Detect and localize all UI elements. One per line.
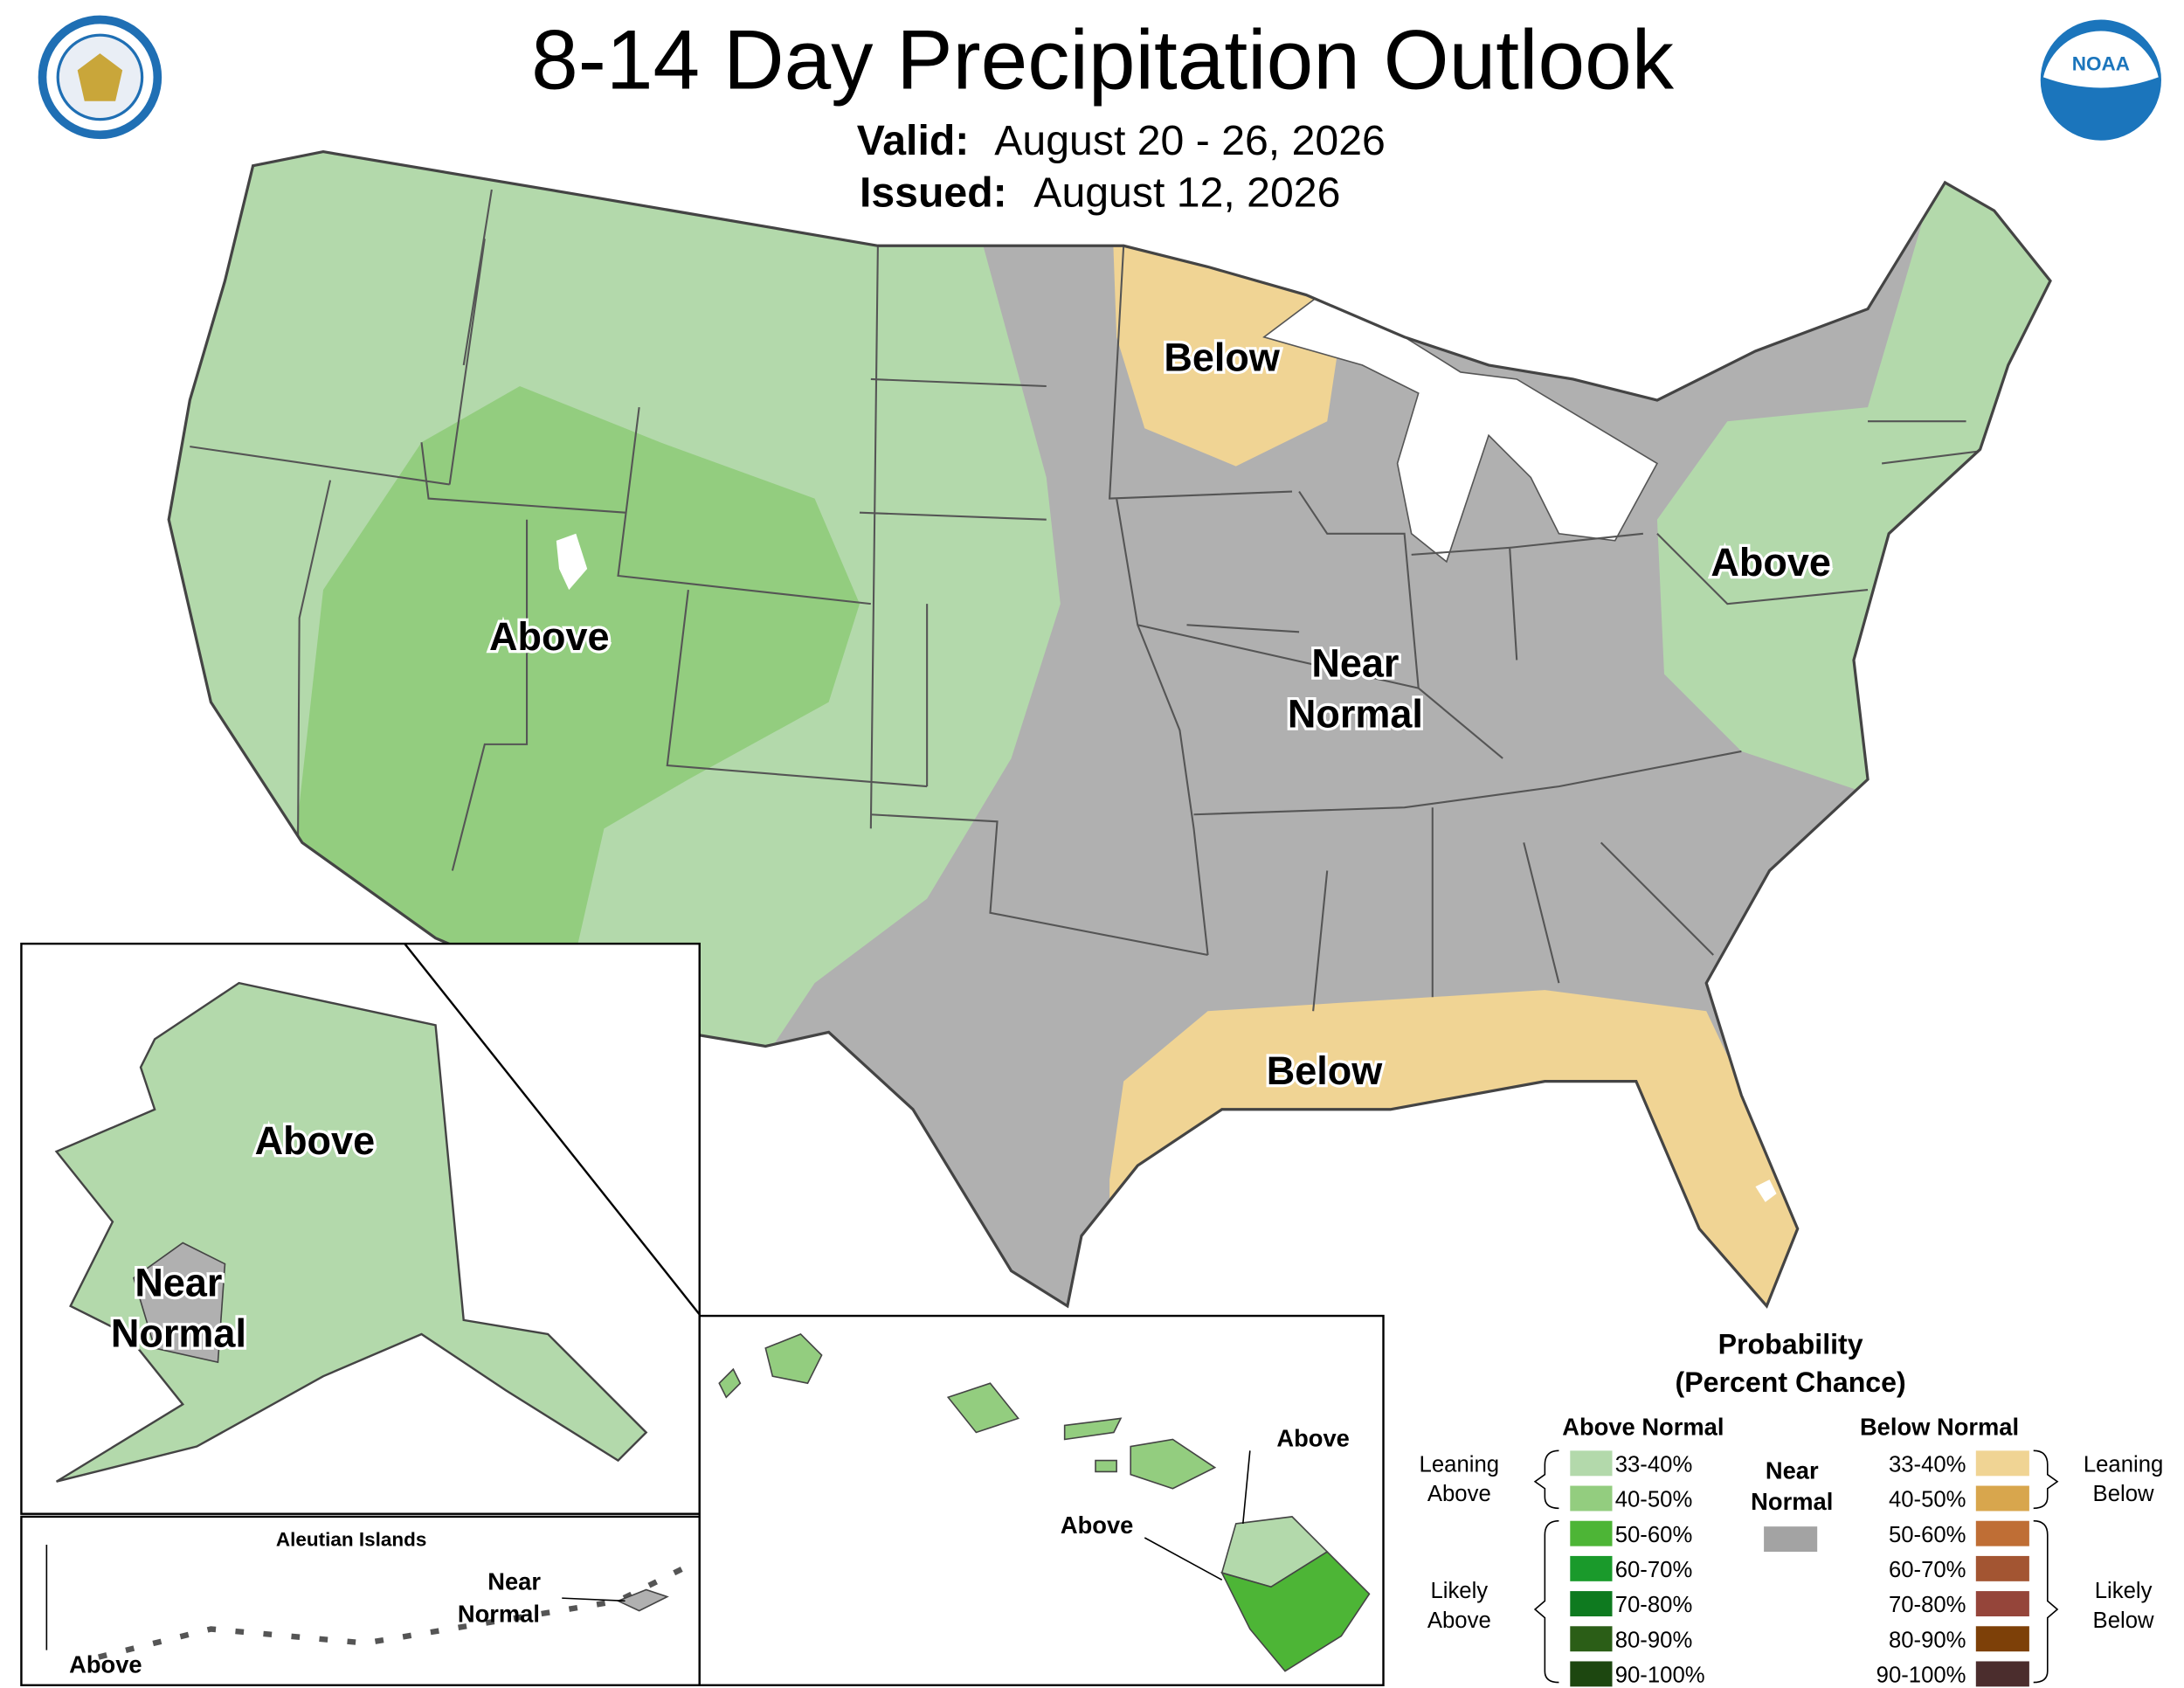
region-label: Near [1311,641,1399,686]
noaa-logo: NOAA [2040,19,2161,141]
legend-near-label: Normal [1751,1488,1833,1515]
legend-group: Leaning [1420,1452,1499,1477]
legend-group: Likely [2095,1579,2153,1603]
legend-range: 60-70% [1615,1558,1693,1582]
region-label: Near [135,1261,222,1305]
issued-label: Issued: [860,169,1007,216]
region-label: Above [1711,540,1831,585]
svg-text:NOAA: NOAA [2072,52,2130,74]
map-labels: Below Above Near Normal Above Below Abov… [108,332,1834,1359]
legend-group: Leaning [2084,1452,2163,1477]
valid-dates: August 20 - 26, 2026 [994,117,1386,164]
legend-heading: Below Normal [1860,1414,2019,1441]
legend-range: 80-90% [1889,1628,1966,1652]
legend-range: 90-100% [1615,1664,1705,1688]
legend-range: 40-50% [1889,1488,1966,1512]
region-label: Below [1164,335,1281,379]
legend-swatch [1975,1485,2029,1512]
title: 8-14 Day Precipitation Outlook [531,13,1675,107]
legend-title: Probability [1718,1328,1863,1359]
legend-group: Above [1427,1608,1491,1633]
legend-group: Above [1427,1482,1491,1506]
legend-swatch [1975,1450,2029,1477]
legend-swatch [1975,1591,2029,1617]
legend-swatch [1975,1661,2029,1687]
legend-swatch [1975,1520,2029,1546]
legend-group: Below [2093,1482,2154,1506]
region-label: Normal [458,1600,540,1627]
legend-range: 80-90% [1615,1628,1693,1652]
region-label: Below [1267,1048,1384,1093]
legend: Probability (Percent Chance) Above Norma… [1420,1328,2164,1687]
region-label: Above [1276,1425,1349,1452]
legend-range: 50-60% [1889,1523,1966,1547]
aleutian-inset [20,1515,701,1686]
legend-swatch [1975,1626,2029,1652]
legend-swatch [1570,1555,1613,1581]
issued-date: August 12, 2026 [1033,169,1340,216]
legend-swatch [1570,1626,1613,1652]
legend-swatch [1570,1591,1613,1617]
legend-swatch [1570,1661,1613,1687]
legend-range: 90-100% [1876,1664,1966,1688]
doc-logo [38,15,162,140]
legend-group: Likely [1430,1579,1488,1603]
aleutian-title: Aleutian Islands [276,1529,427,1551]
legend-swatch [1975,1555,2029,1581]
region-label: Normal [1288,692,1423,737]
legend-swatch [1570,1520,1613,1546]
region-label: Above [255,1118,376,1163]
legend-range: 40-50% [1615,1488,1693,1512]
legend-near-label: Near [1766,1457,1819,1484]
legend-range: 33-40% [1889,1452,1966,1477]
region-label: Above [1061,1512,1133,1539]
region-label: Near [487,1567,541,1595]
legend-range: 70-80% [1889,1593,1966,1617]
valid-label: Valid: [857,117,970,164]
region-label: Above [489,614,610,659]
region-label: Above [69,1650,142,1678]
legend-range: 70-80% [1615,1593,1693,1617]
legend-range: 50-60% [1615,1523,1693,1547]
legend-group: Below [2093,1608,2154,1633]
legend-range: 33-40% [1615,1452,1693,1477]
legend-swatch [1570,1450,1613,1477]
region-label: Normal [111,1311,246,1355]
legend-heading: Above Normal [1562,1414,1724,1441]
legend-swatch [1764,1526,1818,1553]
legend-range: 60-70% [1889,1558,1966,1582]
legend-swatch [1570,1485,1613,1512]
legend-subtitle: (Percent Chance) [1676,1366,1906,1398]
